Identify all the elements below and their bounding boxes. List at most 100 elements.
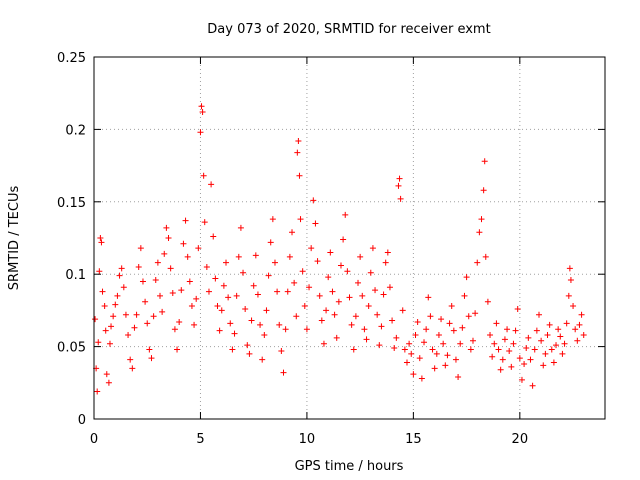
data-point [310,197,317,204]
data-point [480,187,487,194]
data-point [163,224,170,231]
data-point [469,337,476,344]
data-point [408,350,415,357]
data-point [452,356,459,363]
data-point [416,355,423,362]
data-point [337,262,344,269]
data-point [199,109,206,116]
data-point [540,362,547,369]
data-point [112,301,119,308]
data-point [178,287,185,294]
data-point [572,326,579,333]
data-point [376,342,383,349]
data-point [412,332,419,339]
y-tick-label: 0 [78,413,86,428]
data-point [557,333,564,340]
data-point [427,313,434,320]
data-point [301,303,308,310]
data-point [306,284,313,291]
data-point [518,376,525,383]
data-point [157,292,164,299]
data-point [474,259,481,266]
data-point [455,374,462,381]
data-point [295,137,302,144]
data-point [174,346,181,353]
data-point [457,340,464,347]
data-point [244,342,251,349]
data-point [527,356,534,363]
data-point [263,307,270,314]
data-point [372,287,379,294]
data-point [320,340,327,347]
data-point [450,327,457,334]
data-point [429,346,436,353]
data-point [329,288,336,295]
data-point [280,369,287,376]
data-point [106,340,113,347]
data-point [410,371,417,378]
plot-frame [93,56,606,420]
data-point [146,346,153,353]
data-point [291,279,298,286]
data-point [380,291,387,298]
data-point [525,334,532,341]
data-point [397,195,404,202]
data-point [95,339,102,346]
data-point [533,327,540,334]
data-point [159,308,166,315]
data-point [491,340,498,347]
data-point [393,334,400,341]
data-point [308,245,315,252]
data-point [203,263,210,270]
data-point [563,320,570,327]
data-point [504,326,511,333]
data-point [152,276,159,283]
data-point [294,149,301,156]
data-point [276,321,283,328]
data-point [218,307,225,314]
data-point [342,211,349,218]
data-point [567,276,574,283]
data-point [205,288,212,295]
data-point [97,235,104,241]
data-point [289,229,296,236]
data-point [312,220,319,227]
data-point [254,291,261,298]
data-point [459,324,466,331]
data-point [94,388,101,395]
data-point [463,274,470,281]
data-point [118,265,125,272]
data-point [102,327,109,334]
data-point [176,318,183,325]
data-point [265,272,272,279]
data-point [369,245,376,252]
data-point [101,303,108,310]
data-point [531,346,538,353]
data-point [223,259,230,266]
data-point [114,292,121,299]
data-point [391,345,398,352]
data-point [144,320,151,327]
data-point [542,350,549,357]
data-point [137,245,144,252]
data-point [438,316,445,323]
data-point [150,313,157,320]
data-point [548,346,555,353]
data-point [497,366,504,373]
x-axis-label: GPS time / hours [295,459,404,474]
data-point [237,224,244,231]
chart-title: Day 073 of 2020, SRMTID for receiver exm… [207,22,490,37]
data-point [327,249,334,256]
data-point [482,253,489,260]
data-point [523,345,530,352]
data-point [382,259,389,266]
data-point [508,363,515,370]
data-point [335,298,342,305]
data-point [580,332,587,339]
data-point [220,282,227,289]
data-point [297,216,304,223]
data-point [120,284,127,291]
data-point [303,326,310,333]
data-point [92,316,99,323]
